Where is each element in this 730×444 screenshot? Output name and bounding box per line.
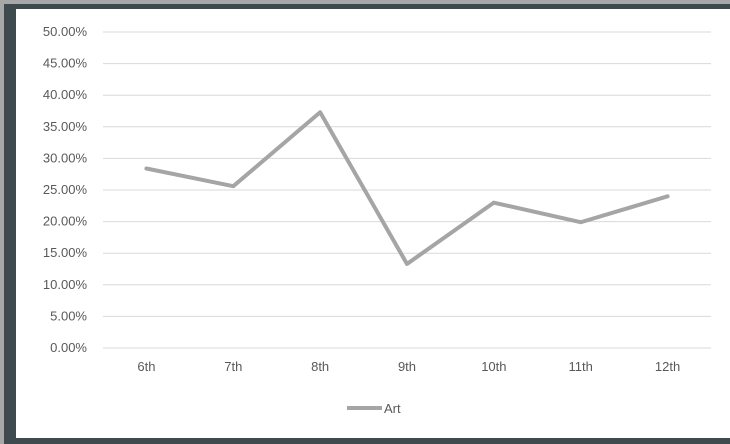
y-tick-label: 50.00% bbox=[43, 24, 88, 39]
x-tick-label: 6th bbox=[137, 359, 155, 374]
series-lines bbox=[146, 112, 667, 264]
x-tick-label: 12th bbox=[655, 359, 680, 374]
y-tick-label: 25.00% bbox=[43, 182, 88, 197]
x-tick-label: 8th bbox=[311, 359, 329, 374]
legend: Art bbox=[347, 401, 401, 416]
y-tick-label: 10.00% bbox=[43, 277, 88, 292]
x-tick-label: 11th bbox=[569, 359, 593, 374]
x-axis-tick-labels: 6th 7th 8th 9th 10th 11th 12th bbox=[137, 359, 680, 374]
x-tick-label: 9th bbox=[398, 359, 416, 374]
line-chart: 0.00% 5.00% 10.00% 15.00% 20.00% 25.00% 30.00%… bbox=[16, 9, 730, 438]
y-tick-label: 35.00% bbox=[43, 119, 88, 134]
y-tick-label: 20.00% bbox=[43, 214, 88, 229]
x-tick-label: 10th bbox=[481, 359, 506, 374]
y-tick-label: 0.00% bbox=[50, 340, 87, 355]
y-tick-label: 30.00% bbox=[43, 150, 88, 165]
legend-label: Art bbox=[384, 401, 401, 416]
x-tick-label: 7th bbox=[224, 359, 242, 374]
y-tick-label: 15.00% bbox=[43, 245, 88, 260]
chart-area: 0.00% 5.00% 10.00% 15.00% 20.00% 25.00% 30.00%… bbox=[16, 9, 730, 438]
y-tick-label: 5.00% bbox=[50, 308, 87, 323]
series-line-art bbox=[146, 112, 667, 264]
gridlines bbox=[103, 32, 711, 348]
y-tick-label: 40.00% bbox=[43, 87, 88, 102]
y-tick-label: 45.00% bbox=[43, 56, 88, 71]
y-axis-tick-labels: 0.00% 5.00% 10.00% 15.00% 20.00% 25.00% 30.00%… bbox=[43, 24, 88, 355]
